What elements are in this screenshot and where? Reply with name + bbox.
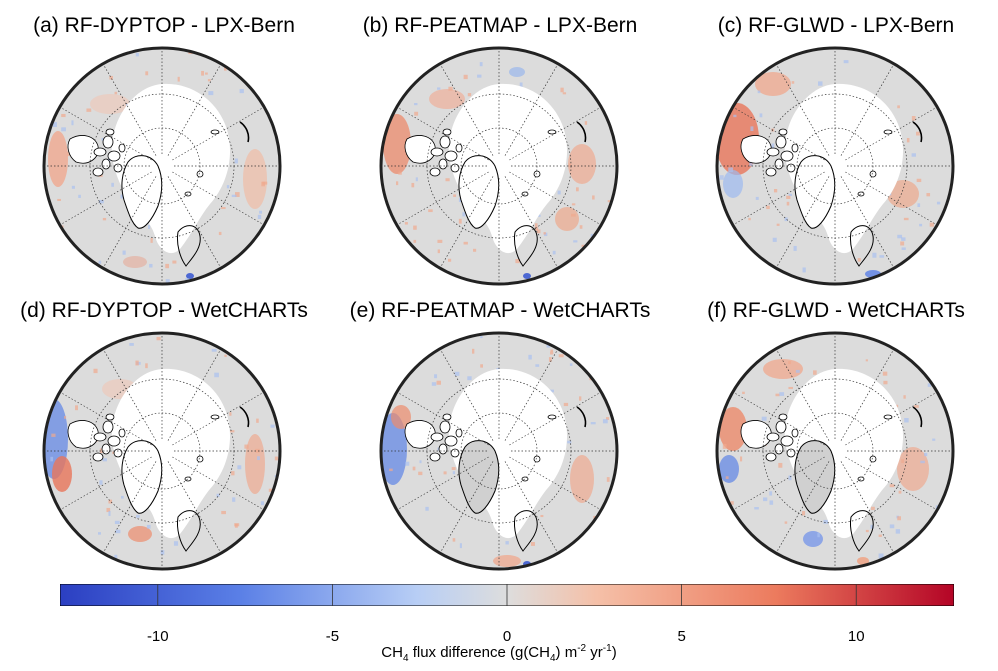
map-frame [715,46,955,286]
map-frame [42,46,282,286]
map-frame [42,331,282,571]
panel-title-d: (d) RF-DYPTOP - WetCHARTs [20,299,308,322]
map-c [715,46,955,286]
map-frame [379,46,619,286]
map-e [379,331,619,571]
colorbar-tick-label: 10 [847,628,865,645]
colorbar [60,584,954,606]
colorbar-tick-label: 5 [677,628,686,645]
panel-title-b: (b) RF-PEATMAP - LPX-Bern [362,14,638,37]
colorbar-tick-label: -10 [146,628,169,645]
colorbar-label: CH4 flux difference (g(CH4) m-2 yr-1) [381,643,617,664]
map-a [42,46,282,286]
map-d [42,331,282,571]
map-frame [715,331,955,571]
panel-title-c: (c) RF-GLWD - LPX-Bern [717,14,955,37]
panel-title-f: (f) RF-GLWD - WetCHARTs [707,299,965,322]
map-frame [379,331,619,571]
panel-title-e: (e) RF-PEATMAP - WetCHARTs [349,299,651,322]
map-f [715,331,955,571]
colorbar-tick-label: -5 [325,628,340,645]
map-b [379,46,619,286]
panel-title-a: (a) RF-DYPTOP - LPX-Bern [33,14,295,37]
colorbar-tick-label: 0 [502,628,512,645]
